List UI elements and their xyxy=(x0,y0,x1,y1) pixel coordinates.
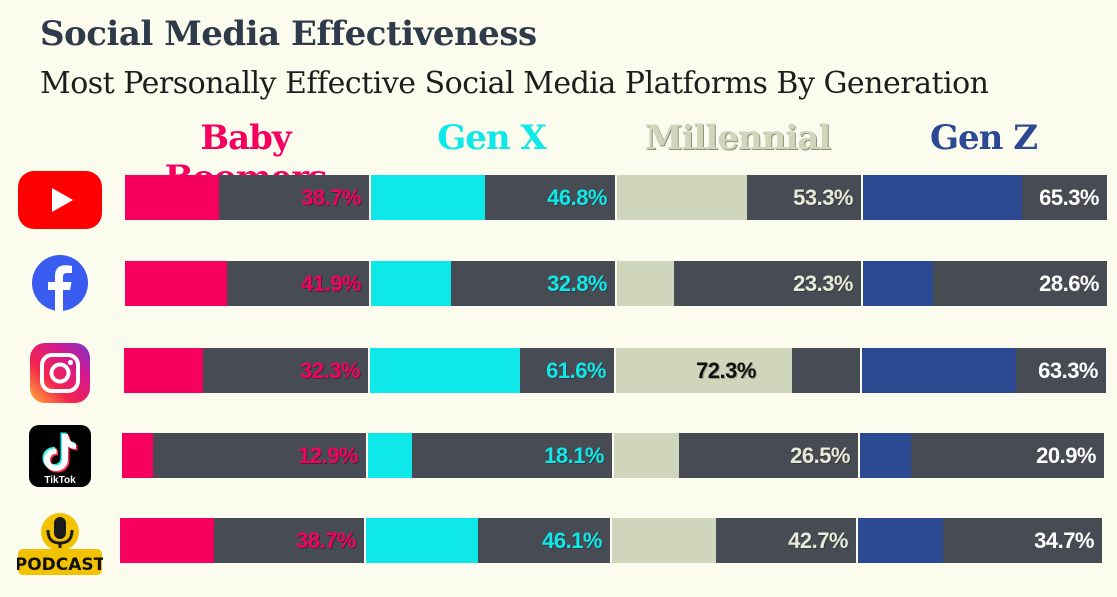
bar-tiktok-gen-x xyxy=(368,433,412,478)
bar-youtube-millennial xyxy=(617,175,747,220)
instagram-icon xyxy=(16,342,104,404)
bar-track-podcast-gen-z: 34.7% xyxy=(858,518,1102,563)
bar-track-facebook-millennial: 23.3% xyxy=(617,261,861,306)
data-label-tiktok-gen-x: 18.1% xyxy=(544,442,604,468)
bar-tiktok-millennial xyxy=(614,433,679,478)
tiktok-icon: TikTok xyxy=(16,425,104,487)
data-label-podcast-gen-x: 46.1% xyxy=(542,527,602,553)
legend-gen-z: Gen Z xyxy=(929,118,1038,158)
chart-subtitle: Most Personally Effective Social Media P… xyxy=(40,66,989,101)
data-label-podcast-baby-boomers: 38.7% xyxy=(296,527,356,553)
data-label-tiktok-gen-z: 20.9% xyxy=(1036,442,1096,468)
bar-track-youtube-millennial: 53.3% xyxy=(617,175,861,220)
podcast-icon: PODCAST xyxy=(16,512,104,578)
bar-instagram-baby-boomers xyxy=(124,348,203,393)
data-label-tiktok-baby-boomers: 12.9% xyxy=(298,442,358,468)
bar-track-tiktok-gen-z: 20.9% xyxy=(860,433,1104,478)
data-label-podcast-millennial: 42.7% xyxy=(788,527,848,553)
bar-podcast-baby-boomers xyxy=(120,518,214,563)
data-label-facebook-millennial: 23.3% xyxy=(793,270,853,296)
bar-track-tiktok-millennial: 26.5% xyxy=(614,433,858,478)
legend-millennial: Millennial xyxy=(644,118,831,158)
bar-track-facebook-baby-boomers: 41.9% xyxy=(125,261,369,306)
facebook-icon xyxy=(16,254,104,312)
youtube-icon xyxy=(16,170,104,230)
data-label-youtube-millennial: 53.3% xyxy=(793,184,853,210)
bar-track-tiktok-baby-boomers: 12.9% xyxy=(122,433,366,478)
bar-track-instagram-baby-boomers: 32.3% xyxy=(124,348,368,393)
chart-title: Social Media Effectiveness xyxy=(40,14,537,54)
bar-track-podcast-millennial: 42.7% xyxy=(612,518,856,563)
data-label-facebook-gen-z: 28.6% xyxy=(1039,270,1099,296)
bar-tiktok-gen-z xyxy=(860,433,911,478)
bar-track-youtube-gen-x: 46.8% xyxy=(371,175,615,220)
data-label-youtube-gen-z: 65.3% xyxy=(1039,184,1099,210)
data-label-instagram-gen-z: 63.3% xyxy=(1038,357,1098,383)
bar-youtube-baby-boomers xyxy=(125,175,219,220)
bar-instagram-gen-z xyxy=(862,348,1016,393)
bar-track-facebook-gen-z: 28.6% xyxy=(863,261,1107,306)
podcast-icon-text: PODCAST xyxy=(17,555,103,575)
bar-track-instagram-millennial: 72.3% xyxy=(616,348,860,393)
data-label-instagram-gen-x: 61.6% xyxy=(546,357,606,383)
bar-facebook-millennial xyxy=(617,261,674,306)
bar-youtube-gen-x xyxy=(371,175,485,220)
data-label-facebook-gen-x: 32.8% xyxy=(547,270,607,296)
bar-track-youtube-baby-boomers: 38.7% xyxy=(125,175,369,220)
bar-podcast-gen-z xyxy=(858,518,943,563)
tiktok-icon-text: TikTok xyxy=(44,475,76,486)
data-label-tiktok-millennial: 26.5% xyxy=(790,442,850,468)
bar-track-youtube-gen-z: 65.3% xyxy=(863,175,1107,220)
bar-facebook-gen-z xyxy=(863,261,933,306)
bar-track-facebook-gen-x: 32.8% xyxy=(371,261,615,306)
bar-track-instagram-gen-x: 61.6% xyxy=(370,348,614,393)
bar-podcast-millennial xyxy=(612,518,716,563)
bar-track-instagram-gen-z: 63.3% xyxy=(862,348,1106,393)
bar-youtube-gen-z xyxy=(863,175,1022,220)
bar-facebook-baby-boomers xyxy=(125,261,227,306)
bar-tiktok-baby-boomers xyxy=(122,433,153,478)
bar-podcast-gen-x xyxy=(366,518,478,563)
bar-track-podcast-baby-boomers: 38.7% xyxy=(120,518,364,563)
data-label-facebook-baby-boomers: 41.9% xyxy=(301,270,361,296)
bar-instagram-gen-x xyxy=(370,348,520,393)
bar-instagram-millennial xyxy=(616,348,792,393)
legend-gen-x: Gen X xyxy=(437,118,547,158)
data-label-podcast-gen-z: 34.7% xyxy=(1034,527,1094,553)
data-label-youtube-gen-x: 46.8% xyxy=(547,184,607,210)
bar-facebook-gen-x xyxy=(371,261,451,306)
data-label-instagram-millennial: 72.3% xyxy=(696,357,756,383)
bar-track-tiktok-gen-x: 18.1% xyxy=(368,433,612,478)
data-label-youtube-baby-boomers: 38.7% xyxy=(301,184,361,210)
bar-track-podcast-gen-x: 46.1% xyxy=(366,518,610,563)
data-label-instagram-baby-boomers: 32.3% xyxy=(300,357,360,383)
